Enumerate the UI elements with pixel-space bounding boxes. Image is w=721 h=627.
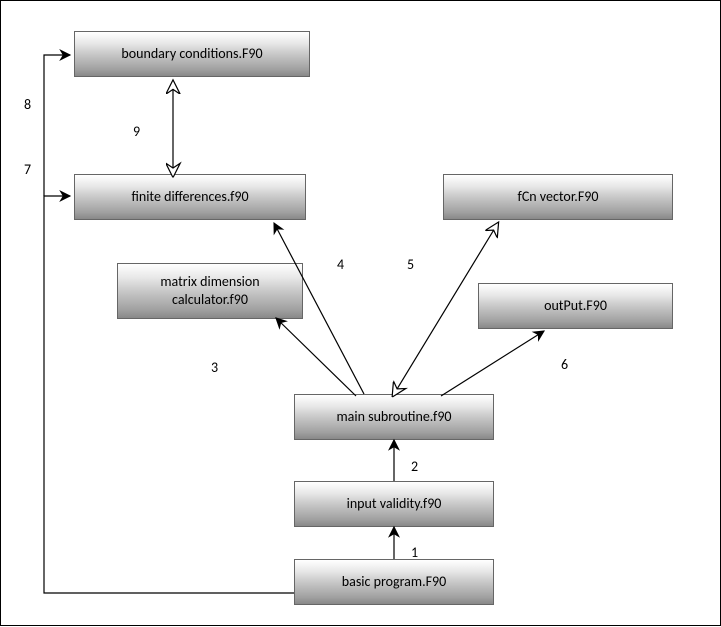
edge-6 — [441, 331, 544, 396]
node-label: boundary conditions.F90 — [121, 45, 262, 63]
node-inputval: input validity.f90 — [294, 481, 494, 527]
node-finite: finite differences.f90 — [74, 174, 306, 220]
edge-label-6: 6 — [561, 356, 568, 373]
node-label: basic program.F90 — [342, 573, 446, 591]
node-label: finite differences.f90 — [131, 188, 248, 206]
edge-8 — [44, 55, 70, 196]
node-label: input validity.f90 — [347, 495, 442, 513]
edge-3 — [276, 318, 356, 396]
edge-label-5: 5 — [407, 256, 414, 273]
edge-label-8: 8 — [24, 96, 31, 113]
edge-label-1: 1 — [411, 544, 418, 561]
node-fcn: fCn vector.F90 — [443, 174, 673, 220]
node-label: outPut.F90 — [544, 297, 607, 315]
edge-label-4: 4 — [337, 256, 344, 273]
node-label: main subroutine.f90 — [336, 408, 451, 426]
node-output: outPut.F90 — [478, 283, 673, 329]
edge-label-3: 3 — [211, 359, 218, 376]
node-label: matrix dimension calculator.f90 — [160, 273, 259, 309]
node-basicprog: basic program.F90 — [294, 559, 494, 605]
node-label: fCn vector.F90 — [518, 188, 599, 206]
edge-label-7: 7 — [24, 161, 31, 178]
edge-label-2: 2 — [411, 458, 418, 475]
node-boundary: boundary conditions.F90 — [74, 31, 310, 77]
edge-7 — [44, 196, 294, 593]
edge-label-9: 9 — [133, 123, 140, 140]
node-matrixdim: matrix dimension calculator.f90 — [117, 263, 303, 319]
node-mainsub: main subroutine.f90 — [294, 394, 494, 440]
